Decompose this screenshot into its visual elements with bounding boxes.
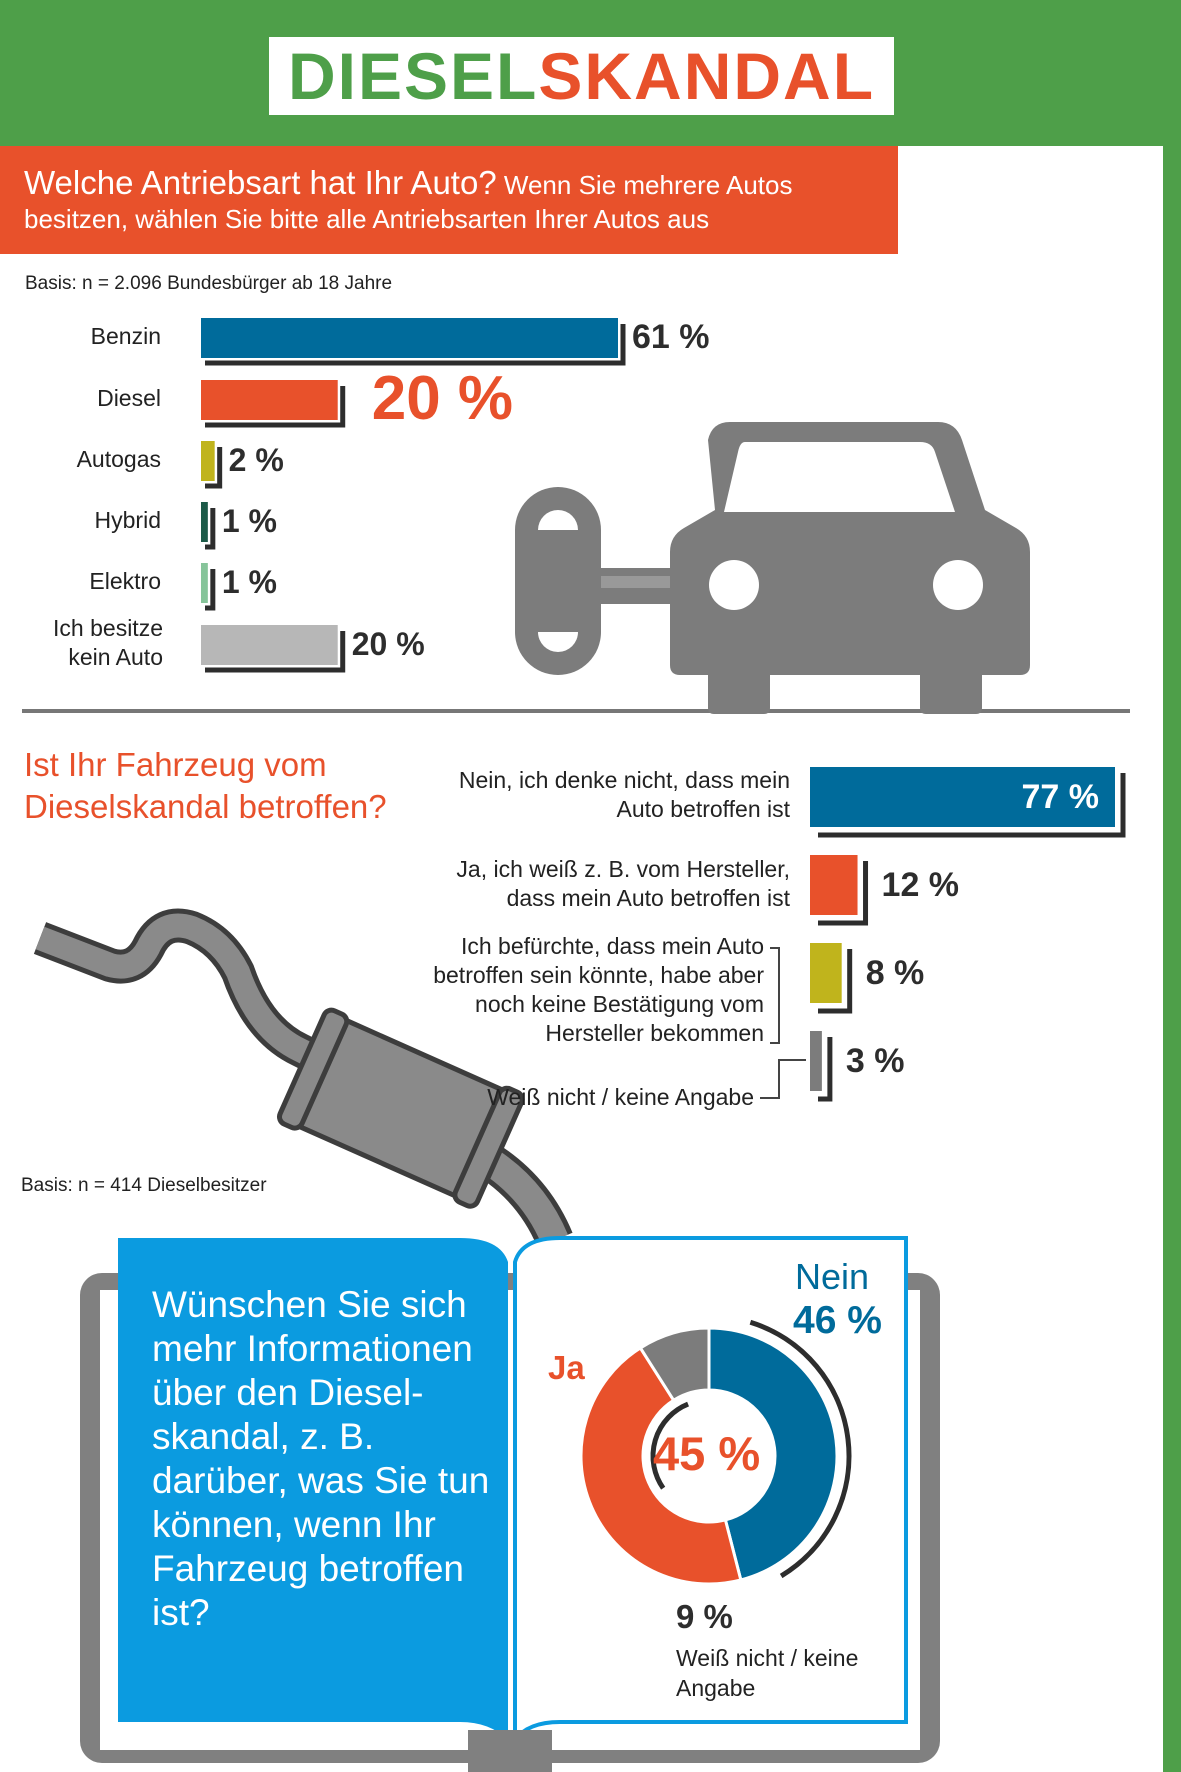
donut-shadow-outer [749,1319,852,1579]
leader-bracket-2 [770,947,780,1044]
category-label-4: Elektro [89,567,161,594]
drive-type-bars [201,318,626,673]
question-1-band: Welche Antriebsart hat Ihr Auto? Wenn Si… [0,146,898,254]
logo-text-skandal: SKANDAL [538,39,876,113]
donut-label-ja: Ja [548,1349,585,1386]
affected-bars [760,767,1126,1102]
ground-line [22,709,1130,713]
category-label-5: Ich besitze kein Auto [53,615,163,670]
donut-slice-1 [579,1345,743,1586]
windup-car-icon [515,422,1030,714]
green-right-stripe [1163,146,1181,1772]
bar2-3 [810,1031,822,1091]
basis-1: Basis: n = 2.096 Bundesbürger ab 18 Jahr… [25,273,393,294]
value2-label-1: 12 % [881,866,960,904]
bar2-1 [810,855,858,915]
bar2-shadow-1 [818,861,869,926]
category-label-1: Diesel [97,384,161,411]
bar2-shadow-3 [818,1037,833,1102]
donut-value-ja: 45 % [653,1427,761,1480]
value-label-4: 1 % [221,564,277,601]
bar2-2 [810,943,842,1003]
value-label-0: 61 % [632,317,710,356]
category2-label-3: Weiß nicht / keine Angabe [487,1084,754,1110]
value-label-1: 20 % [371,363,514,433]
category-label-0: Benzin [90,322,161,349]
value-label-5: 20 % [351,626,425,663]
donut-label-weiss: Weiß nicht / keine Angabe [676,1645,859,1701]
bar-0 [201,318,618,358]
exhaust-pipe-icon [33,908,573,1248]
bar-shadow-2 [205,447,223,489]
donut-value-weiss: 9 % [676,1598,733,1635]
category2-label-1: Ja, ich weiß z. B. vom Hersteller, dass … [456,856,790,911]
logo-text-diesel: DIESEL [287,39,539,113]
bar2-0 [810,767,1115,827]
bar-3 [201,502,208,542]
question-1-lead: Welche Antriebsart hat Ihr Auto? [24,164,497,201]
bar2-shadow-2 [818,949,853,1014]
bar-shadow-5 [205,631,346,673]
bar-2 [201,441,215,481]
value-label-2: 2 % [228,442,284,479]
donut-shadow-inner [650,1401,690,1490]
bar-4 [201,563,208,603]
value2-label-2: 8 % [865,954,925,992]
value2-label-0: 77 % [1021,778,1100,816]
donut-slice-2 [638,1326,711,1403]
value2-label-3: 3 % [845,1042,905,1080]
bar-shadow-4 [205,569,216,611]
bar-shadow-0 [205,324,626,366]
category-label-3: Hybrid [94,506,161,533]
category2-label-0: Nein, ich denke nicht, dass mein Auto be… [458,767,790,822]
leader-bracket-3 [760,1059,806,1099]
basis-2: Basis: n = 414 Dieselbesitzer [21,1175,267,1196]
category2-label-2: Ich befürchte, dass mein Auto betroffen … [433,933,764,1046]
bar2-shadow-0 [818,773,1126,838]
donut-value-nein: 46 % [793,1299,882,1342]
info-donut-chart [579,1319,852,1586]
bar-5 [201,625,338,665]
question-2: Ist Ihr Fahrzeug vom Dieselskandal betro… [24,746,387,825]
category-label-2: Autogas [76,445,161,472]
donut-label-nein: Nein [795,1256,870,1297]
donut-slice-0 [707,1326,839,1582]
bar-shadow-3 [205,508,216,550]
value-label-3: 1 % [221,503,277,540]
bar-1 [201,380,338,420]
bar-shadow-1 [205,386,346,428]
question-3: Wünschen Sie sich mehr Informationen übe… [152,1284,490,1633]
question-1-rest: Wenn Sie mehrere Autos besitzen, wählen … [24,170,793,234]
logo: DIESEL SKANDAL [265,33,898,119]
